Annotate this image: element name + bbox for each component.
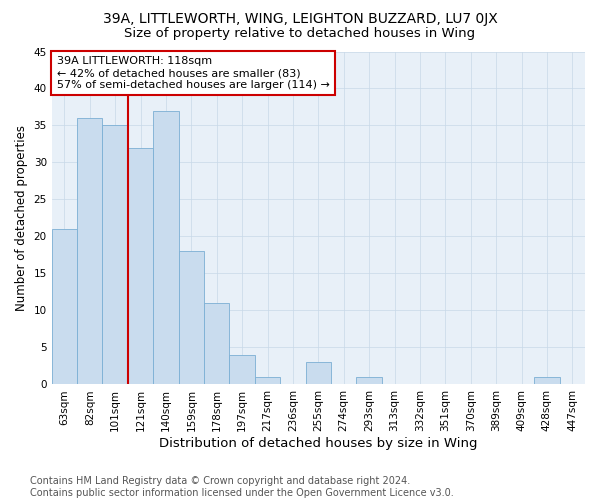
Text: 39A, LITTLEWORTH, WING, LEIGHTON BUZZARD, LU7 0JX: 39A, LITTLEWORTH, WING, LEIGHTON BUZZARD… (103, 12, 497, 26)
Text: 39A LITTLEWORTH: 118sqm
← 42% of detached houses are smaller (83)
57% of semi-de: 39A LITTLEWORTH: 118sqm ← 42% of detache… (57, 56, 330, 90)
Bar (77, 118, 103, 384)
Bar (356, 377, 382, 384)
Bar (305, 362, 331, 384)
Bar (52, 229, 77, 384)
Text: Size of property relative to detached houses in Wing: Size of property relative to detached ho… (124, 28, 476, 40)
X-axis label: Distribution of detached houses by size in Wing: Distribution of detached houses by size … (159, 437, 478, 450)
Bar (128, 148, 153, 384)
Bar (255, 377, 280, 384)
Bar (229, 355, 255, 384)
Bar (153, 110, 179, 384)
Bar (204, 303, 229, 384)
Text: Contains HM Land Registry data © Crown copyright and database right 2024.
Contai: Contains HM Land Registry data © Crown c… (30, 476, 454, 498)
Bar (179, 252, 204, 384)
Bar (103, 126, 128, 384)
Y-axis label: Number of detached properties: Number of detached properties (15, 125, 28, 311)
Bar (534, 377, 560, 384)
